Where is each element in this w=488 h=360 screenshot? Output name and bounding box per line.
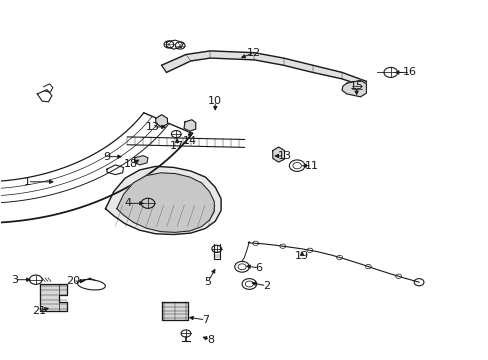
Text: 17: 17	[170, 141, 184, 151]
Text: 15: 15	[349, 81, 363, 91]
Text: 14: 14	[183, 136, 197, 145]
Text: 19: 19	[294, 251, 308, 261]
Text: 10: 10	[208, 96, 222, 106]
Text: 13: 13	[277, 151, 291, 161]
Polygon shape	[105, 166, 221, 234]
Text: 3: 3	[11, 275, 18, 285]
Polygon shape	[40, 284, 67, 311]
Text: 21: 21	[32, 306, 46, 316]
Text: 6: 6	[255, 263, 262, 273]
Text: 16: 16	[403, 67, 416, 77]
Polygon shape	[183, 120, 195, 131]
Polygon shape	[156, 115, 167, 127]
Text: 18: 18	[124, 159, 138, 169]
Polygon shape	[117, 173, 214, 232]
Text: 9: 9	[103, 152, 110, 162]
Polygon shape	[341, 80, 366, 97]
Polygon shape	[134, 156, 148, 165]
Text: 20: 20	[66, 276, 80, 286]
Polygon shape	[272, 147, 284, 162]
Polygon shape	[161, 51, 366, 87]
Text: 12: 12	[247, 48, 261, 58]
Text: 2: 2	[263, 281, 269, 291]
Text: 1: 1	[24, 177, 31, 187]
Text: 8: 8	[206, 334, 213, 345]
Text: 11: 11	[304, 161, 318, 171]
Text: 4: 4	[124, 198, 132, 208]
Polygon shape	[161, 302, 188, 320]
Text: 5: 5	[204, 277, 211, 287]
Text: 7: 7	[202, 315, 209, 325]
Text: 13: 13	[145, 122, 160, 132]
